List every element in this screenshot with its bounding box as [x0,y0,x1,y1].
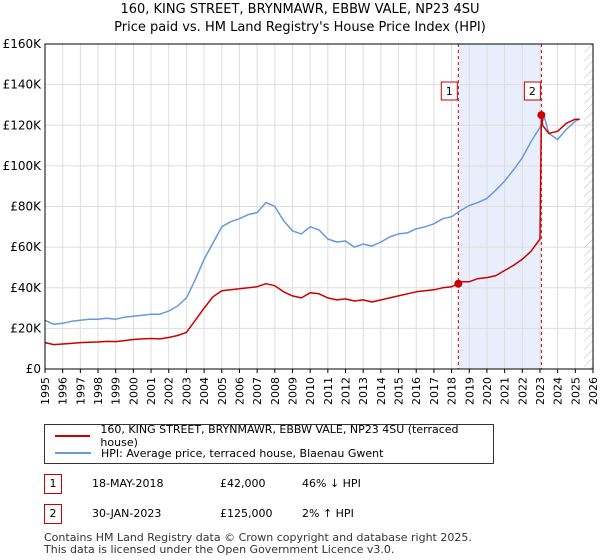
x-tick-label: 2005 [216,377,229,405]
x-tick-label: 2016 [410,377,423,405]
chart-legend: 160, KING STREET, BRYNMAWR, EBBW VALE, N… [44,423,494,464]
x-tick-label: 2026 [587,377,600,405]
x-tick-label: 1997 [74,377,87,405]
x-tick-label: 2009 [286,377,299,405]
x-tick-label: 2003 [180,377,193,405]
y-tick-label: £120K [3,118,43,132]
transaction-date: 30-JAN-2023 [92,507,162,520]
transaction-price: £125,000 [220,507,273,520]
transaction-badge: 1 [44,474,62,494]
legend-item-hpi: HPI: Average price, terraced house, Blae… [55,445,383,461]
transaction-badge: 2 [44,504,62,524]
x-tick-label: 2023 [534,377,547,405]
chart-title: 160, KING STREET, BRYNMAWR, EBBW VALE, N… [120,2,480,17]
x-tick-label: 1999 [110,377,123,405]
x-tick-label: 2008 [269,377,282,405]
x-tick-label: 1998 [92,377,105,405]
y-tick-label: £100K [3,159,43,173]
x-tick-label: 2011 [322,377,335,405]
x-tick-label: 2007 [251,377,264,405]
x-tick-label: 2021 [499,377,512,405]
transaction-badge-box [523,81,541,101]
x-tick-label: 2010 [304,377,317,405]
legend-label-hpi: HPI: Average price, terraced house, Blae… [101,446,384,460]
y-tick-label: £60K [10,240,42,254]
y-tick-label: £80K [10,200,42,214]
x-tick-label: 2004 [198,377,211,405]
transaction-hpi: 2% ↑ HPI [302,507,354,520]
transaction-badge-label: 1 [446,85,453,98]
x-tick-label: 2015 [393,377,406,405]
x-tick-label: 2020 [481,377,494,405]
transaction-badge-box [440,81,458,101]
x-tick-label: 2000 [127,377,140,405]
y-tick-label: £40K [10,281,42,295]
transaction-point [537,111,546,120]
y-tick-label: £160K [3,37,43,51]
y-tick-label: £20K [10,321,42,335]
transaction-date: 18-MAY-2018 [92,477,164,490]
x-tick-label: 2014 [375,377,388,405]
plot-frame [44,43,594,370]
x-tick-label: 2017 [428,377,441,405]
legend-swatch-property [55,435,91,437]
footer-copyright: Contains HM Land Registry data © Crown c… [44,531,472,544]
x-tick-label: 2006 [233,377,246,405]
legend-swatch-hpi [55,452,91,454]
footer-license: This data is licensed under the Open Gov… [44,543,395,556]
x-tick-label: 2002 [163,377,176,405]
x-tick-label: 2013 [357,377,370,405]
price-chart: 1 2 £0 £20K £40K £60K £80K £100K £120K £140K £160… [3,37,600,405]
y-tick-label: £0 [26,362,41,376]
x-tick-label: 2012 [340,377,353,405]
transaction-price: £42,000 [220,477,266,490]
x-tick-label: 2018 [446,377,459,405]
series-line-hpi [44,116,581,326]
y-tick-label: £140K [3,78,43,92]
x-tick-label: 2022 [516,377,529,405]
x-tick-label: 1996 [57,377,70,405]
x-tick-label: 2024 [552,377,565,405]
transaction-hpi: 46% ↓ HPI [302,477,361,490]
x-tick-label: 2019 [463,377,476,405]
x-tick-label: 2001 [145,377,158,405]
legend-label-property: 160, KING STREET, BRYNMAWR, EBBW VALE, N… [100,423,459,449]
x-tick-label: 1995 [39,377,52,405]
chart-subtitle: Price paid vs. HM Land Registry's House … [114,20,486,35]
series-line-property [44,114,580,346]
transaction-point [454,279,463,288]
transaction-badge-label: 2 [529,85,536,98]
x-tick-label: 2025 [569,377,582,405]
legend-item-property: 160, KING STREET, BRYNMAWR, EBBW VALE, N… [55,423,493,449]
